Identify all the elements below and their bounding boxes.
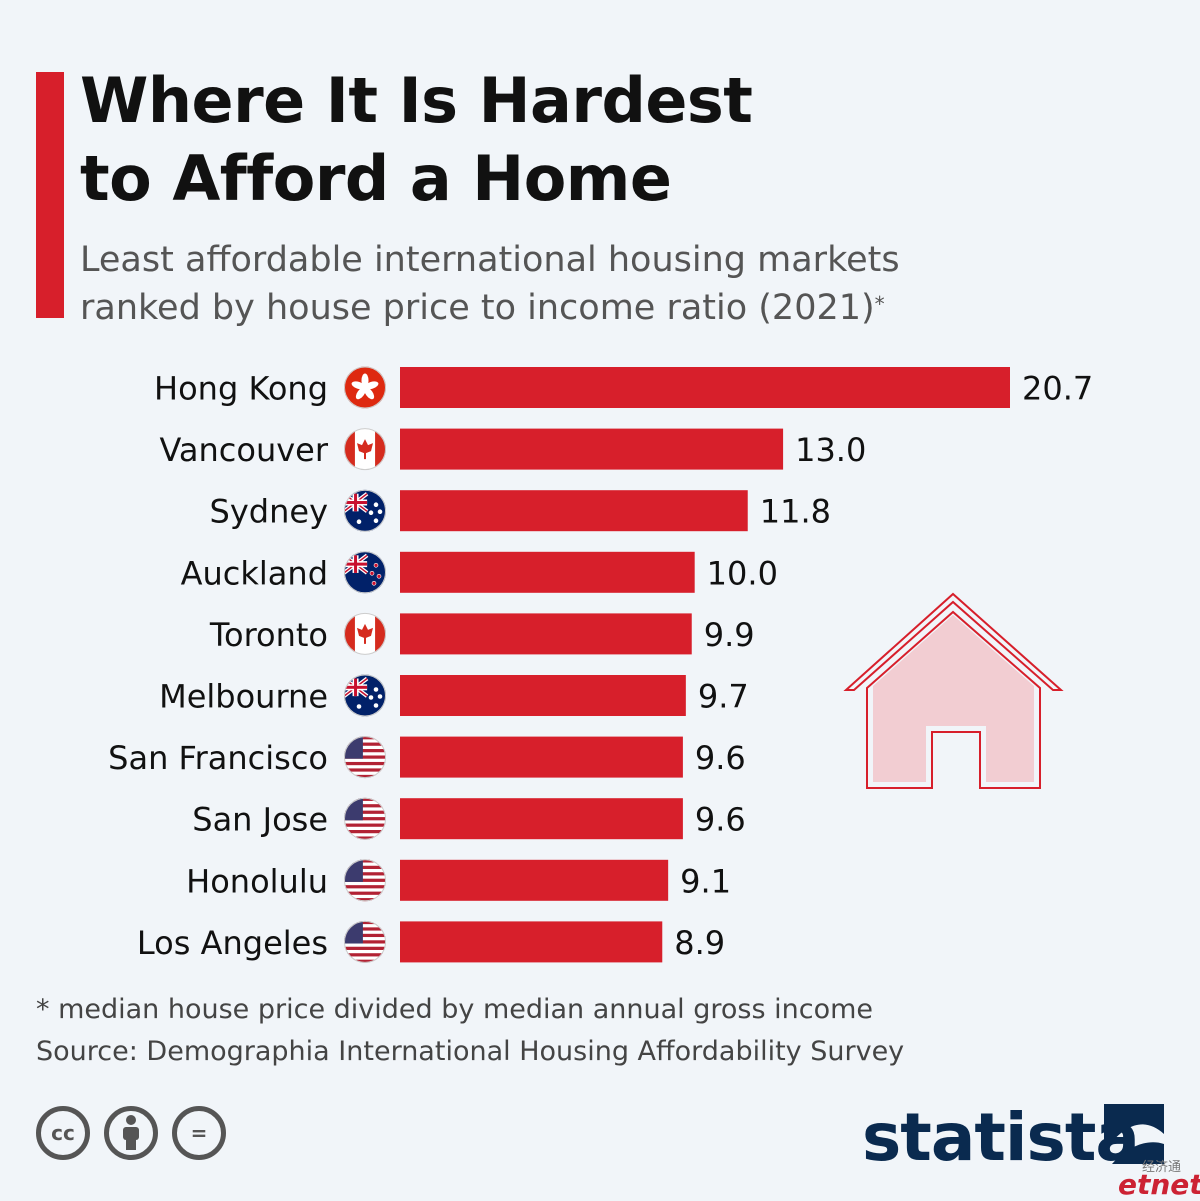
bar-honolulu[interactable] (400, 859, 669, 901)
category-label-toronto: Toronto (209, 616, 328, 654)
value-label-san-jose: 9.6 (695, 801, 746, 839)
subtitle-footnote-mark: * (874, 292, 885, 316)
value-label-toronto: 9.9 (704, 616, 755, 654)
statista-logo[interactable]: statista (862, 1099, 1140, 1176)
source-note: Source: Demographia International Housin… (36, 1036, 905, 1067)
bar-row-vancouver: Vancouver 13.0 (159, 428, 866, 471)
flag-icon-canada (344, 612, 386, 655)
bar-sydney[interactable] (400, 490, 748, 532)
value-label-hong-kong: 20.7 (1022, 370, 1093, 408)
category-label-los-angeles: Los Angeles (137, 924, 328, 962)
bar-san-jose[interactable] (400, 798, 683, 840)
category-label-san-francisco: San Francisco (108, 739, 328, 777)
footnote: * median house price divided by median a… (36, 994, 874, 1025)
flag-icon-usa (344, 920, 386, 963)
flag-icon-new-zealand (344, 551, 386, 594)
bar-row-melbourne: Melbourne 9.7 (159, 674, 749, 717)
value-label-los-angeles: 8.9 (674, 924, 725, 962)
person-glyph (123, 1115, 139, 1150)
bar-row-san-jose: San Jose 9.6 (192, 797, 746, 840)
bar-melbourne[interactable] (400, 675, 686, 716)
value-label-sydney: 11.8 (760, 493, 831, 531)
category-label-san-jose: San Jose (192, 801, 328, 839)
category-label-honolulu: Honolulu (186, 862, 328, 900)
bar-hong-kong[interactable] (400, 367, 1010, 408)
bar-row-toronto: Toronto 9.9 (209, 612, 755, 655)
house-icon (843, 592, 1064, 789)
bar-toronto[interactable] (400, 613, 692, 655)
flag-icon-australia (344, 489, 386, 532)
title-line-2: to Afford a Home (80, 142, 672, 215)
chart-subtitle: Least affordable international housing m… (80, 236, 900, 332)
title-accent-bar (36, 72, 64, 318)
value-label-auckland: 10.0 (707, 554, 778, 592)
bar-san-francisco[interactable] (400, 736, 683, 778)
bar-chart: Hong Kong 20.7 Vancouver 13.0 Sydney 11.8 Auck… (108, 366, 1093, 963)
value-label-vancouver: 13.0 (795, 431, 866, 469)
flag-icon-hong-kong (344, 366, 386, 409)
subtitle-line-2: ranked by house price to income ratio (2… (80, 288, 875, 328)
flag-icon-usa (344, 736, 386, 779)
bar-row-auckland: Auckland 10.0 (181, 551, 778, 594)
flag-icon-usa (344, 859, 386, 902)
category-label-melbourne: Melbourne (159, 678, 328, 716)
bar-row-san-francisco: San Francisco 9.6 (108, 736, 746, 779)
flag-icon-canada (344, 428, 386, 471)
cc-icon-text: cc (51, 1121, 75, 1145)
flag-icon-australia (344, 674, 386, 717)
cc-icon[interactable]: cc (36, 1106, 90, 1160)
chart-title: Where It Is Hardest to Afford a Home (80, 62, 753, 218)
bar-row-honolulu: Honolulu 9.1 (186, 859, 731, 902)
bar-row-sydney: Sydney 11.8 (210, 489, 831, 532)
watermark-cn: 经济通 (1142, 1160, 1182, 1175)
license-icons: cc = (36, 1106, 226, 1160)
title-line-1: Where It Is Hardest (80, 64, 753, 137)
bar-row-los-angeles: Los Angeles 8.9 (137, 920, 725, 963)
value-label-honolulu: 9.1 (680, 862, 731, 900)
category-label-auckland: Auckland (181, 554, 328, 592)
nd-icon-text: = (190, 1121, 208, 1145)
no-derivatives-icon[interactable]: = (172, 1106, 226, 1160)
category-label-hong-kong: Hong Kong (154, 370, 328, 408)
flag-icon-usa (344, 797, 386, 840)
statista-logo-mark (1104, 1104, 1164, 1164)
value-label-san-francisco: 9.6 (695, 739, 746, 777)
bar-los-angeles[interactable] (400, 921, 663, 963)
bar-row-hong-kong: Hong Kong 20.7 (154, 366, 1093, 409)
bar-auckland[interactable] (400, 551, 695, 593)
subtitle-line-1: Least affordable international housing m… (80, 240, 900, 280)
watermark-en: etnet (1118, 1168, 1200, 1201)
attribution-icon[interactable] (104, 1106, 158, 1160)
category-label-vancouver: Vancouver (159, 431, 328, 469)
value-label-melbourne: 9.7 (698, 678, 749, 716)
bar-vancouver[interactable] (400, 428, 784, 470)
category-label-sydney: Sydney (210, 493, 328, 531)
